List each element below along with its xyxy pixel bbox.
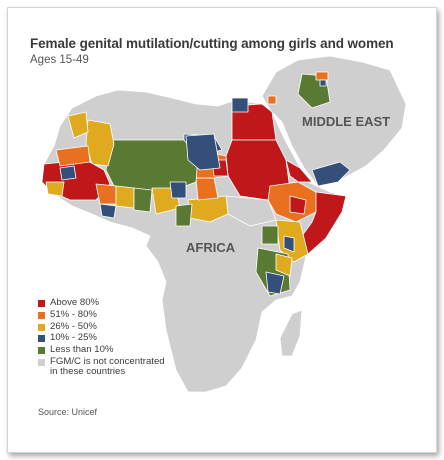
region-west-blue [59, 165, 77, 181]
car-orange [195, 177, 219, 201]
label-africa: AFRICA [186, 240, 236, 255]
legend-item-26-50: 26% - 50% [38, 320, 165, 334]
legend-item-not-concentrated: FGM/C is not concentrated in these count… [38, 355, 165, 377]
country-eritrea [285, 159, 313, 183]
map-subtitle: Ages 15-49 [30, 54, 89, 66]
country-mauritania [85, 119, 115, 167]
legend-swatch [38, 358, 45, 366]
legend-swatch [38, 323, 45, 331]
iraq-orange [315, 71, 329, 81]
legend-item-above-80: Above 80% [38, 298, 165, 310]
region-cameroon [175, 203, 193, 227]
legend-swatch [38, 335, 45, 343]
region-coast-mix-4 [133, 187, 153, 213]
legend-item-less-10: Less than 10% [38, 345, 165, 357]
legend-swatch [38, 311, 45, 319]
region-blue-north [231, 97, 249, 113]
region-west-yellow [45, 181, 65, 197]
legend-label: FGM/C is not concentrated in these count… [50, 355, 165, 377]
region-west-orange [55, 145, 91, 167]
region-coast-mix-1 [95, 183, 117, 205]
kenya-blue [283, 235, 295, 253]
iraq-blue [319, 79, 327, 87]
madagascar [279, 309, 303, 357]
region-sinai-orange [267, 95, 277, 105]
legend-label: 10% - 25% [50, 332, 97, 344]
region-coast-mix-3 [99, 203, 117, 219]
legend-swatch [38, 300, 45, 307]
legend-label: Above 80% [50, 297, 100, 308]
region-coast-mix-2 [115, 185, 135, 209]
tanzania-yellow [275, 253, 293, 277]
source-note: Source: Unicef [38, 407, 98, 417]
legend-label: Less than 10% [50, 344, 114, 356]
legend-item-10-25: 10% - 25% [38, 333, 165, 345]
legend-label: 26% - 50% [50, 320, 97, 332]
legend-item-51-80: 51% - 80% [38, 308, 165, 322]
region-nw-yellow [67, 111, 89, 139]
tanzania-blue [265, 271, 285, 295]
legend-swatch [38, 347, 45, 355]
country-yemen [311, 161, 351, 187]
map-legend: Above 80% 51% - 80% 26% - 50% 10% - 25% … [38, 298, 165, 377]
country-egypt [231, 103, 277, 141]
country-uganda [261, 225, 279, 245]
label-middle-east: MIDDLE EAST [302, 114, 390, 129]
region-sahara-blue [185, 133, 221, 171]
legend-label: 51% - 80% [50, 308, 97, 320]
region-nigeria-blue [169, 181, 187, 199]
ethiopia-red-patch [289, 195, 307, 215]
middle-east-landmass [261, 55, 407, 187]
map-title: Female genital mutilation/cutting among … [30, 36, 394, 51]
